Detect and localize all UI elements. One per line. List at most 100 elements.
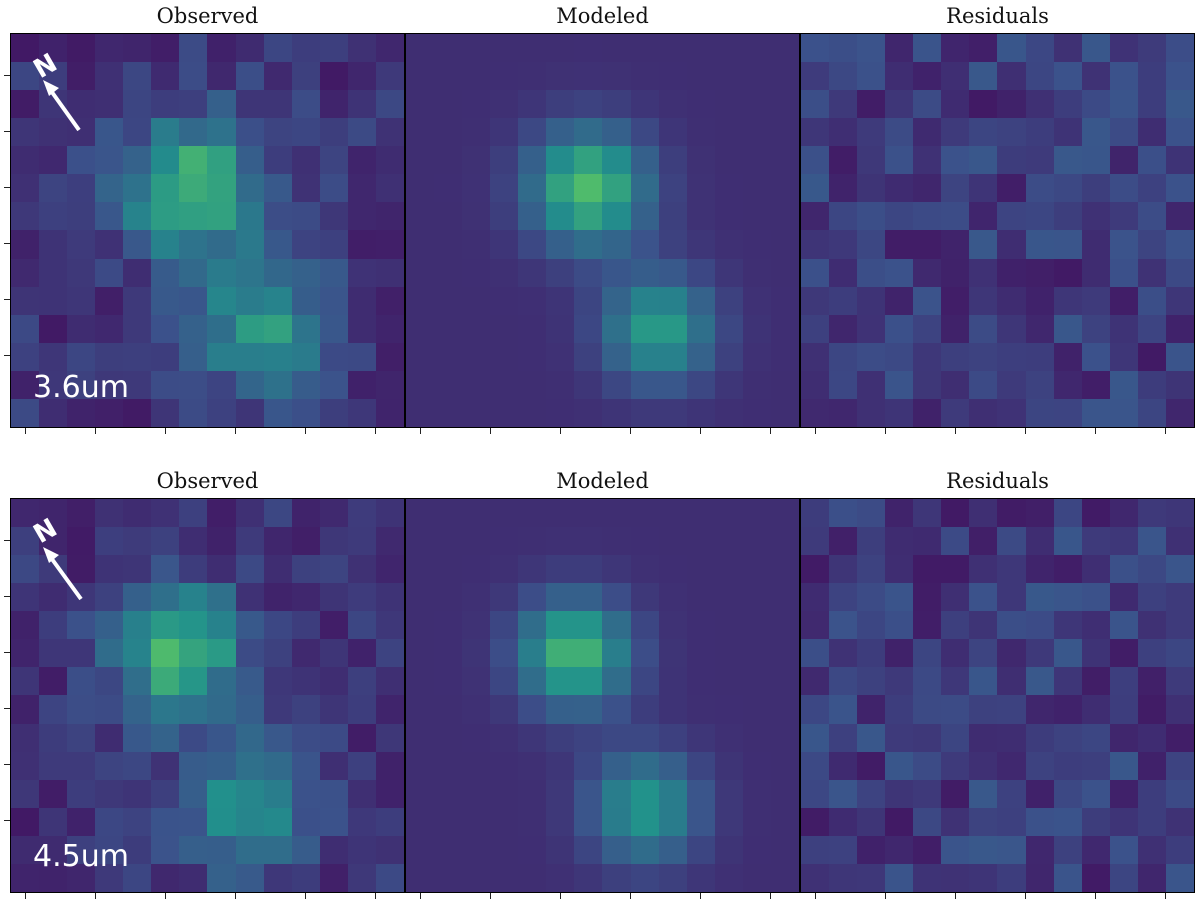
image-pixel (742, 695, 771, 724)
pixel-grid (801, 499, 1194, 892)
image-pixel (347, 34, 376, 63)
image-pixel (969, 230, 998, 259)
image-pixel (235, 527, 264, 556)
image-pixel (406, 34, 435, 63)
image-pixel (997, 667, 1026, 696)
image-pixel (263, 286, 292, 315)
image-pixel (67, 174, 96, 203)
image-pixel (518, 751, 547, 780)
image-pixel (263, 779, 292, 808)
image-pixel (462, 370, 491, 399)
image-pixel (291, 34, 320, 63)
image-pixel (375, 62, 404, 91)
image-pixel (179, 90, 208, 119)
image-pixel (11, 499, 40, 528)
image-pixel (801, 723, 830, 752)
image-pixel (941, 62, 970, 91)
image-pixel (742, 639, 771, 668)
image-pixel (67, 202, 96, 231)
image-pixel (123, 527, 152, 556)
image-pixel (11, 779, 40, 808)
image-pixel (997, 779, 1026, 808)
band-label-3-6um: 3.6um (33, 370, 129, 405)
image-pixel (434, 202, 463, 231)
image-pixel (179, 751, 208, 780)
image-pixel (434, 90, 463, 119)
image-pixel (406, 639, 435, 668)
image-pixel (151, 342, 180, 371)
image-pixel (801, 639, 830, 668)
image-pixel (941, 314, 970, 343)
image-pixel (235, 90, 264, 119)
image-pixel (490, 258, 519, 287)
image-pixel (941, 863, 970, 892)
image-pixel (67, 342, 96, 371)
image-pixel (462, 146, 491, 175)
image-pixel (151, 370, 180, 399)
image-pixel (801, 314, 830, 343)
image-pixel (1137, 639, 1166, 668)
image-pixel (291, 807, 320, 836)
image-pixel (885, 370, 914, 399)
image-pixel (714, 342, 743, 371)
image-pixel (1109, 258, 1138, 287)
image-pixel (574, 146, 603, 175)
image-pixel (1109, 863, 1138, 892)
x-tick-mark (630, 428, 631, 434)
image-pixel (179, 499, 208, 528)
image-pixel (770, 863, 799, 892)
image-pixel (1025, 342, 1054, 371)
image-pixel (235, 62, 264, 91)
image-pixel (969, 146, 998, 175)
image-pixel (11, 611, 40, 640)
image-pixel (857, 499, 886, 528)
image-pixel (857, 723, 886, 752)
x-tick-mark (770, 428, 771, 434)
pixel-grid (801, 34, 1194, 427)
image-pixel (801, 555, 830, 584)
image-pixel (1109, 835, 1138, 864)
image-pixel (630, 370, 659, 399)
pixel-grid (406, 34, 799, 427)
image-pixel (291, 146, 320, 175)
image-pixel (1165, 639, 1194, 668)
image-pixel (770, 499, 799, 528)
image-pixel (11, 146, 40, 175)
image-pixel (969, 258, 998, 287)
image-pixel (1109, 174, 1138, 203)
image-pixel (1025, 314, 1054, 343)
image-pixel (1081, 807, 1110, 836)
image-pixel (1165, 398, 1194, 427)
image-pixel (602, 398, 631, 427)
image-pixel (913, 286, 942, 315)
image-pixel (885, 639, 914, 668)
image-pixel (490, 527, 519, 556)
image-pixel (913, 807, 942, 836)
image-pixel (434, 258, 463, 287)
image-pixel (319, 146, 348, 175)
image-pixel (1081, 499, 1110, 528)
image-pixel (913, 202, 942, 231)
image-pixel (179, 723, 208, 752)
image-pixel (969, 695, 998, 724)
image-pixel (546, 667, 575, 696)
image-pixel (829, 807, 858, 836)
image-pixel (770, 118, 799, 147)
image-pixel (969, 499, 998, 528)
image-pixel (291, 499, 320, 528)
image-pixel (375, 527, 404, 556)
image-pixel (291, 286, 320, 315)
image-pixel (1109, 314, 1138, 343)
image-pixel (151, 174, 180, 203)
image-pixel (95, 314, 124, 343)
image-pixel (263, 174, 292, 203)
image-pixel (151, 751, 180, 780)
image-pixel (801, 370, 830, 399)
image-pixel (1053, 370, 1082, 399)
pixel-grid (406, 499, 799, 892)
image-pixel (742, 146, 771, 175)
image-pixel (291, 723, 320, 752)
image-pixel (997, 34, 1026, 63)
image-pixel (518, 314, 547, 343)
image-pixel (1053, 779, 1082, 808)
